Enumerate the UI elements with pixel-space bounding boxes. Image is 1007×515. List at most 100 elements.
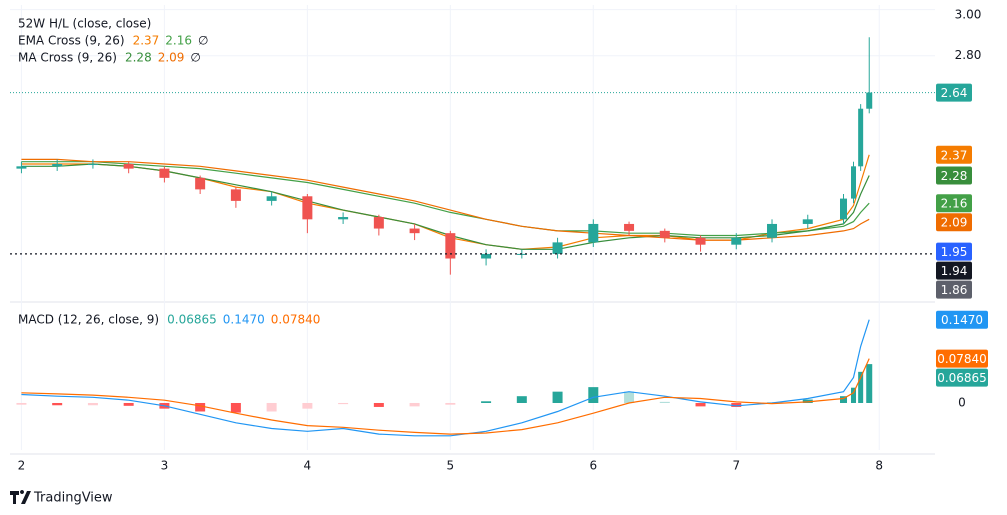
x-tick-label: 2 (18, 459, 26, 473)
macd-histogram-bar (851, 387, 857, 403)
legend-value: 0.07840 (271, 313, 321, 327)
price-label-box (936, 166, 972, 185)
candle-body (802, 219, 813, 224)
candle-body (552, 242, 563, 254)
legend-symbol: ∅ (198, 34, 208, 48)
price-label: 2.28 (941, 169, 968, 183)
candle-body (588, 223, 599, 243)
legend-text: MACD (12, 26, close, 9) (18, 313, 159, 327)
macd-histogram-bar (230, 402, 241, 413)
moving-average-line (21, 163, 870, 250)
macd-histogram-bar (409, 402, 420, 407)
y-tick-label: 3.00 (955, 8, 982, 22)
macd-histogram-bar (839, 396, 848, 403)
macd-histogram-bar (123, 402, 134, 406)
price-label: 2.16 (941, 197, 968, 211)
macd-histogram-bar (338, 402, 349, 405)
legend-value: 0.06865 (167, 313, 217, 327)
moving-average-line (21, 161, 870, 237)
macd-histogram-bar (552, 391, 563, 403)
macd-line (21, 319, 870, 437)
price-label-box (936, 145, 972, 164)
price-label-box (936, 83, 972, 102)
legend-text: 52W H/L (close, close) (18, 17, 151, 31)
macd-line (21, 358, 870, 435)
price-label: 2.64 (941, 86, 968, 100)
candle-body (695, 237, 706, 245)
macd-histogram-bar (866, 364, 873, 403)
macd-label: 0.1470 (941, 313, 983, 327)
macd-label: 0.06865 (937, 371, 987, 385)
macd-histogram-bar (516, 396, 527, 403)
moving-average-line (21, 158, 870, 241)
y-tick-label: 2.80 (955, 48, 982, 62)
price-label: 2.37 (941, 148, 968, 162)
macd-histogram-bar (858, 371, 864, 403)
macd-label-box (936, 349, 988, 368)
macd-histogram-bar (373, 402, 384, 407)
macd-label-box (936, 368, 988, 387)
price-label-box (936, 261, 972, 280)
price-label: 1.86 (941, 283, 968, 297)
legend-text: MA Cross (9, 26) (18, 51, 117, 65)
price-label-box (936, 194, 972, 213)
candle-body (123, 164, 134, 169)
legend-value: 0.1470 (223, 313, 265, 327)
x-tick-label: 4 (304, 459, 312, 473)
price-label: 2.09 (941, 216, 968, 230)
candle-body (195, 177, 206, 190)
x-tick-label: 7 (732, 459, 740, 473)
macd-histogram-bar (445, 402, 456, 405)
price-label: 1.95 (941, 245, 968, 259)
macd-histogram-bar (624, 391, 635, 403)
macd-histogram-bar (695, 402, 706, 407)
legend-value: 2.37 (133, 34, 160, 48)
macd-histogram-bar (588, 387, 599, 403)
candle-body (858, 108, 864, 167)
macd-histogram-bar (481, 401, 492, 403)
legend-text: EMA Cross (9, 26) (18, 34, 125, 48)
price-label-box (936, 213, 972, 232)
macd-label: 0.07840 (937, 352, 987, 366)
candle-body (52, 164, 63, 167)
macd-histogram-bar (52, 402, 63, 406)
candle-body (659, 230, 670, 238)
candle-body (159, 168, 170, 178)
price-label: 1.94 (941, 264, 968, 278)
macd-histogram-bar (266, 402, 277, 412)
macd-label-box (936, 310, 988, 329)
macd-histogram-bar (87, 402, 98, 406)
candle-body (731, 237, 742, 245)
candle-body (839, 198, 848, 220)
x-tick-label: 5 (447, 459, 455, 473)
price-label-box (936, 280, 972, 299)
candle-body (481, 253, 492, 259)
candle-body (266, 196, 277, 201)
tradingview-logo (10, 490, 31, 504)
candle-body (767, 223, 778, 238)
candle-body (230, 189, 241, 201)
x-tick-label: 3 (161, 459, 169, 473)
x-tick-label: 8 (875, 459, 883, 473)
candle-body (302, 196, 313, 220)
macd-histogram-bar (195, 402, 206, 412)
candle-body (866, 92, 873, 109)
candle-body (445, 233, 456, 259)
legend-value: 2.28 (125, 51, 152, 65)
legend-symbol: ∅ (190, 51, 200, 65)
macd-histogram-bar (659, 401, 670, 403)
macd-histogram-bar (731, 402, 742, 407)
macd-histogram-bar (302, 402, 313, 409)
brand: TradingView (33, 491, 113, 506)
y-tick-label: 0 (958, 395, 966, 409)
candle-body (16, 166, 27, 169)
candle-body (373, 217, 384, 229)
macd-histogram-bar (16, 402, 27, 405)
candle-body (87, 164, 98, 166)
candle-body (624, 223, 635, 231)
x-tick-label: 6 (589, 459, 597, 473)
candle-body (338, 217, 349, 220)
legend-value: 2.16 (165, 34, 192, 48)
